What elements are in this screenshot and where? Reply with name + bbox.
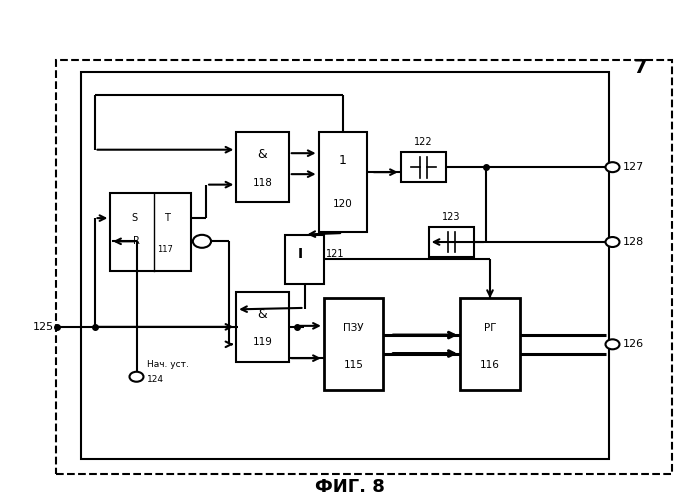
- Text: 7: 7: [634, 58, 648, 77]
- Bar: [318, 132, 368, 232]
- Circle shape: [606, 162, 620, 172]
- Text: T: T: [164, 213, 169, 223]
- Text: 120: 120: [333, 199, 353, 209]
- Text: &: &: [258, 308, 267, 321]
- Text: 121: 121: [326, 250, 344, 259]
- Text: I: I: [298, 248, 303, 261]
- Text: 116: 116: [480, 360, 500, 370]
- Bar: [80, 72, 609, 459]
- Text: ФИГ. 8: ФИГ. 8: [315, 478, 385, 496]
- Text: 115: 115: [344, 360, 363, 370]
- Text: 118: 118: [253, 178, 272, 188]
- Text: &: &: [258, 148, 267, 161]
- Text: 125: 125: [33, 322, 54, 332]
- Text: 126: 126: [623, 339, 644, 349]
- Text: S: S: [132, 213, 137, 223]
- Bar: [237, 132, 289, 202]
- Text: 1: 1: [339, 154, 347, 167]
- Text: 127: 127: [623, 162, 644, 172]
- Bar: [400, 152, 447, 182]
- Bar: [111, 193, 190, 270]
- Text: ПЗУ: ПЗУ: [343, 323, 364, 333]
- Text: 128: 128: [623, 237, 644, 247]
- Bar: [237, 292, 289, 362]
- Text: Нач. уст.: Нач. уст.: [147, 360, 189, 369]
- Circle shape: [130, 372, 144, 382]
- Bar: [56, 60, 672, 474]
- Bar: [461, 298, 519, 390]
- Text: 123: 123: [442, 212, 461, 222]
- Circle shape: [606, 237, 620, 247]
- Bar: [286, 235, 323, 284]
- Text: 124: 124: [147, 375, 164, 384]
- Circle shape: [193, 235, 211, 248]
- Text: R: R: [132, 237, 139, 247]
- Text: 122: 122: [414, 137, 433, 147]
- Text: 119: 119: [253, 337, 272, 347]
- Bar: [323, 298, 384, 390]
- Text: 117: 117: [157, 245, 173, 253]
- Circle shape: [606, 339, 620, 349]
- Text: РГ: РГ: [484, 323, 496, 333]
- Bar: [428, 227, 475, 257]
